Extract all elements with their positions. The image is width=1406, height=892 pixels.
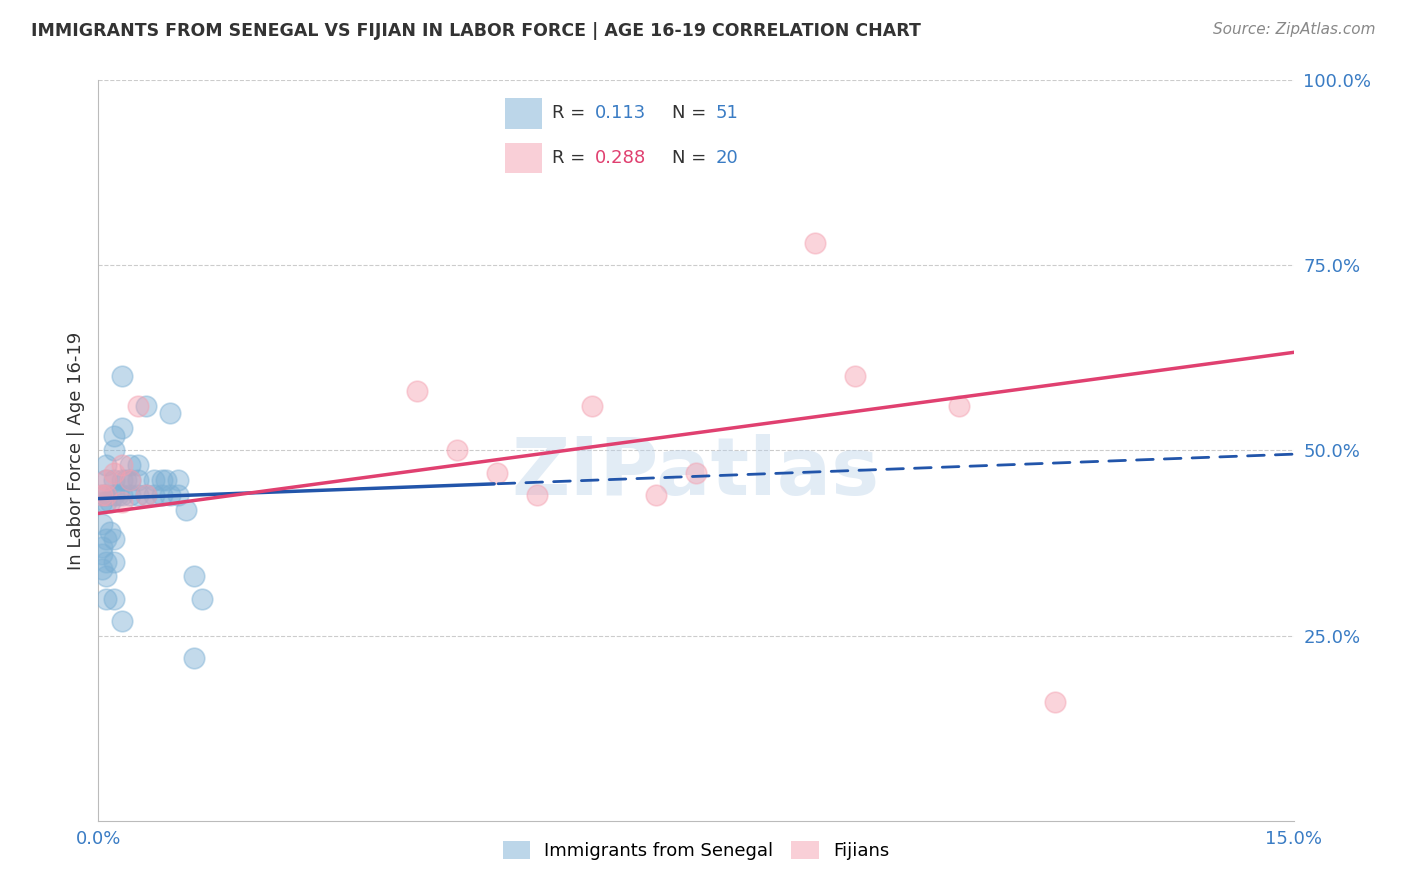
Point xyxy=(111,488,134,502)
Point xyxy=(645,488,668,502)
Point xyxy=(111,421,134,435)
Point xyxy=(155,473,177,487)
Point xyxy=(98,495,122,509)
Text: 20: 20 xyxy=(716,149,738,167)
Point xyxy=(96,569,118,583)
Point xyxy=(103,428,125,442)
Point xyxy=(91,517,114,532)
Point xyxy=(191,591,214,606)
Point xyxy=(406,384,429,399)
Point xyxy=(135,488,157,502)
Point xyxy=(111,495,134,509)
Point xyxy=(159,407,181,421)
Point xyxy=(91,562,114,576)
Point xyxy=(96,555,118,569)
Point xyxy=(96,473,118,487)
Point xyxy=(948,399,970,413)
Point xyxy=(91,488,114,502)
Point xyxy=(167,488,190,502)
Point xyxy=(183,569,205,583)
Point xyxy=(91,547,114,561)
Point xyxy=(120,458,142,473)
Point xyxy=(111,614,134,628)
Point xyxy=(183,650,205,665)
Point xyxy=(804,236,827,251)
Text: ZIPatlas: ZIPatlas xyxy=(512,434,880,512)
Point xyxy=(115,473,138,487)
Text: 51: 51 xyxy=(716,104,738,122)
Point xyxy=(103,591,125,606)
Point xyxy=(150,473,173,487)
Point xyxy=(150,488,173,502)
Point xyxy=(111,369,134,384)
Point xyxy=(127,473,149,487)
Point xyxy=(111,473,134,487)
Point xyxy=(127,458,149,473)
Bar xyxy=(505,97,543,128)
Point xyxy=(120,473,142,487)
Point xyxy=(91,540,114,554)
Point xyxy=(174,502,197,516)
Text: IMMIGRANTS FROM SENEGAL VS FIJIAN IN LABOR FORCE | AGE 16-19 CORRELATION CHART: IMMIGRANTS FROM SENEGAL VS FIJIAN IN LAB… xyxy=(31,22,921,40)
Point xyxy=(96,533,118,547)
Text: 0.288: 0.288 xyxy=(595,149,647,167)
Point xyxy=(103,533,125,547)
Text: R =: R = xyxy=(551,104,591,122)
Point xyxy=(685,466,707,480)
Point xyxy=(91,488,114,502)
Point xyxy=(103,443,125,458)
Point xyxy=(91,495,114,509)
Point xyxy=(120,488,142,502)
Point xyxy=(120,473,142,487)
Point xyxy=(581,399,603,413)
Point xyxy=(98,524,122,539)
Point xyxy=(127,399,149,413)
Point xyxy=(143,473,166,487)
Point xyxy=(96,495,118,509)
Point xyxy=(96,458,118,473)
Point xyxy=(143,488,166,502)
Point xyxy=(96,488,118,502)
Point xyxy=(135,488,157,502)
Point xyxy=(127,488,149,502)
Point xyxy=(446,443,468,458)
Text: N =: N = xyxy=(672,104,713,122)
Point xyxy=(96,488,118,502)
Point xyxy=(96,473,118,487)
Point xyxy=(135,399,157,413)
Point xyxy=(103,555,125,569)
Legend: Immigrants from Senegal, Fijians: Immigrants from Senegal, Fijians xyxy=(495,833,897,867)
Y-axis label: In Labor Force | Age 16-19: In Labor Force | Age 16-19 xyxy=(66,331,84,570)
Point xyxy=(107,488,129,502)
Text: N =: N = xyxy=(672,149,713,167)
Point xyxy=(167,473,190,487)
Text: R =: R = xyxy=(551,149,591,167)
Point xyxy=(103,488,125,502)
Point xyxy=(844,369,866,384)
Point xyxy=(1043,695,1066,709)
Text: Source: ZipAtlas.com: Source: ZipAtlas.com xyxy=(1212,22,1375,37)
Text: 0.113: 0.113 xyxy=(595,104,647,122)
Point xyxy=(103,466,125,480)
Point xyxy=(159,488,181,502)
Point xyxy=(111,458,134,473)
Point xyxy=(526,488,548,502)
Bar xyxy=(505,143,543,173)
Point xyxy=(96,591,118,606)
Point xyxy=(485,466,508,480)
Point xyxy=(103,473,125,487)
